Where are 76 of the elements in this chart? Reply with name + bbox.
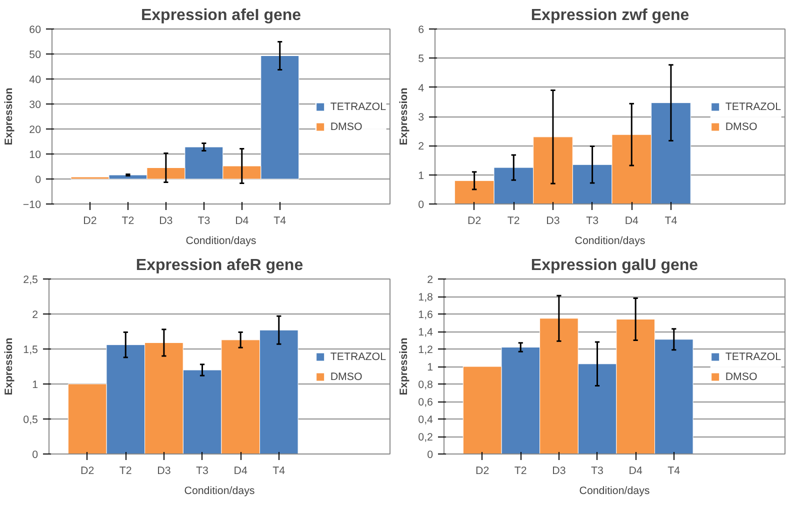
y-tick-label: 1 [418,170,424,182]
y-tick-label: 6 [418,24,424,36]
x-tick-label: T2 [507,215,520,227]
legend-label: DMSO [330,120,364,132]
chart-title: Expression afeR gene [136,257,304,274]
y-axis-title: Expression [398,88,410,146]
y-tick-label: −10 [22,199,42,211]
y-tick-label: 30 [29,99,42,111]
legend-label: DMSO [725,120,758,132]
y-axis-title: Expression [3,338,16,396]
x-axis-title: Condition/days [186,235,256,247]
x-tick-label: T4 [668,465,680,477]
legend-label: DMSO [725,370,758,382]
x-tick-label: T3 [586,215,599,227]
x-tick-label: T4 [274,215,286,227]
y-tick-label: 0,2 [418,432,434,444]
chart-title: Expression zwf gene [530,7,690,24]
x-tick-label: T3 [591,465,604,477]
y-tick-label: 1 [32,379,38,391]
y-tick-label: 4 [418,82,424,94]
y-tick-label: 0,8 [418,379,434,391]
x-tick-label: D2 [80,465,94,477]
x-tick-label: T2 [514,465,527,477]
y-tick-label: 0 [32,449,38,461]
y-tick-label: 2,5 [23,274,38,286]
x-tick-label: D4 [628,465,642,477]
y-tick-label: 1,8 [418,292,434,304]
chart-title: Expression galU gene [530,257,698,274]
y-tick-label: 0,4 [418,414,434,426]
x-tick-label: D4 [234,465,248,477]
y-tick-label: 50 [29,49,42,61]
x-tick-label: D2 [83,215,97,227]
y-tick-label: 40 [29,74,42,86]
x-tick-label: T2 [119,465,132,477]
y-tick-label: 1,6 [418,309,434,321]
x-tick-label: D3 [157,465,171,477]
x-tick-label: T4 [664,215,678,227]
x-tick-label: D2 [468,215,482,227]
y-tick-label: 1,4 [418,326,434,338]
y-tick-label: 0 [35,174,42,186]
x-tick-label: D4 [624,215,639,227]
x-tick-label: T2 [122,215,134,227]
x-tick-label: T4 [272,465,286,477]
x-tick-label: T3 [196,465,209,477]
y-tick-label: 2 [427,274,434,286]
y-tick-label: 2 [32,309,38,321]
x-tick-label: D4 [235,215,249,227]
legend-label: TETRAZOL [725,350,781,362]
x-tick-label: D3 [552,465,566,477]
x-tick-label: D3 [159,215,173,227]
legend-label: TETRAZOL [725,100,781,112]
y-tick-label: 60 [29,24,42,36]
legend-label: TETRAZOL [330,100,386,112]
y-tick-label: 1,5 [23,344,38,356]
y-tick-label: 10 [29,149,42,161]
y-axis-title: Expression [2,88,15,146]
y-tick-label: 0,6 [418,396,434,408]
y-axis-title: Expression [398,338,410,396]
y-tick-label: 5 [418,53,424,66]
y-tick-label: 0,5 [23,414,38,426]
y-tick-label: 1 [427,362,434,374]
x-tick-label: D2 [476,465,490,477]
y-tick-label: 0 [427,449,434,461]
chart-title: Expression afeI gene [140,7,302,24]
x-axis-title: Condition/days [184,485,255,497]
legend-label: TETRAZOL [330,350,386,362]
x-tick-label: T3 [198,215,210,227]
y-tick-label: 0 [418,199,424,211]
x-axis-title: Condition/days [574,235,646,247]
y-tick-label: 3 [418,112,424,124]
y-tick-label: 1,2 [418,344,434,356]
x-tick-label: D3 [546,215,560,227]
y-tick-label: 20 [29,124,42,136]
x-axis-title: Condition/days [579,485,650,497]
y-tick-label: 2 [418,140,424,153]
legend-label: DMSO [330,370,364,382]
